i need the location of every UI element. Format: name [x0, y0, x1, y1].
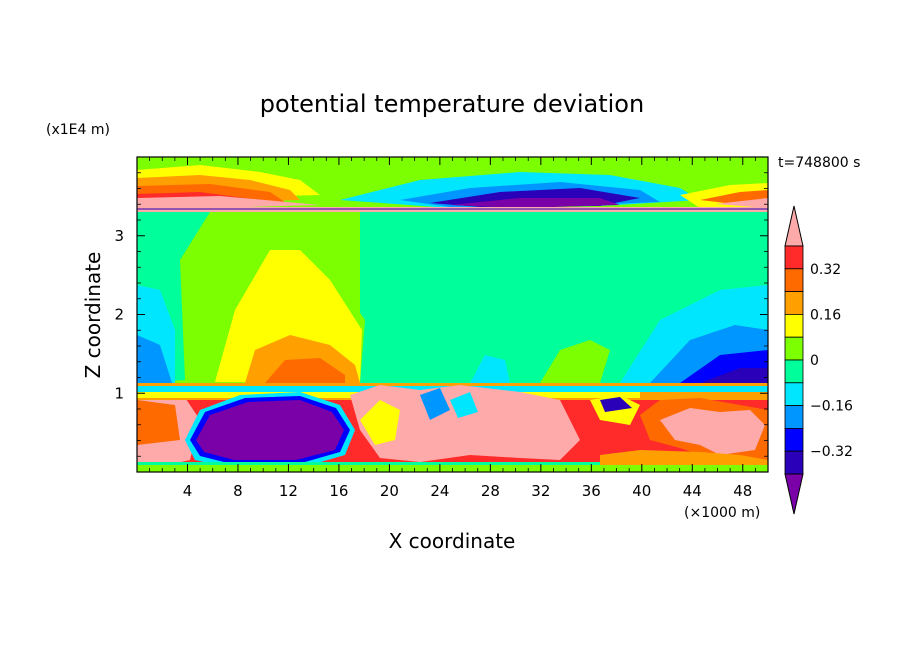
- x-tick-label: 28: [481, 482, 500, 500]
- colorbar-tick-label: −0.32: [810, 444, 853, 460]
- colorbar-band: [784, 382, 804, 406]
- chart-title: potential temperature deviation: [260, 90, 644, 118]
- colorbar-band: [784, 405, 804, 429]
- x-tick-label: 32: [531, 482, 550, 500]
- x-tick-label: 16: [329, 482, 348, 500]
- y-tick-label: 2: [114, 306, 124, 324]
- y-tick-label: 1: [114, 384, 124, 402]
- colorbar-band: [784, 313, 804, 338]
- y-tick-label: 3: [114, 227, 124, 245]
- x-tick-label: 24: [430, 482, 449, 500]
- time-label: t=748800 s: [778, 155, 860, 171]
- y-axis: 1 2 3: [114, 172, 768, 457]
- x-tick-label: 40: [632, 482, 651, 500]
- colorbar: 0.32 0.16 0 −0.16 −0.32: [784, 205, 853, 515]
- colorbar-band: [784, 336, 804, 361]
- x-axis: 4 8 12 16 20 24 28 32 36 40 44 48: [149, 157, 756, 500]
- colorbar-band: [784, 291, 804, 315]
- x-tick-label: 36: [582, 482, 601, 500]
- x-tick-label: 48: [733, 482, 752, 500]
- colorbar-tick-label: 0.32: [810, 262, 841, 278]
- colorbar-band: [784, 359, 804, 384]
- y-axis-title: Z coordinate: [81, 252, 105, 379]
- x-unit-label: (×1000 m): [684, 505, 760, 521]
- colorbar-tick-label: −0.16: [810, 399, 853, 415]
- contour-field: [137, 157, 768, 472]
- colorbar-band: [784, 245, 804, 270]
- colorbar-band: [784, 268, 804, 292]
- x-axis-title: X coordinate: [389, 529, 516, 553]
- colorbar-tick-label: 0.16: [810, 307, 841, 323]
- y-unit-label: (x1E4 m): [46, 122, 110, 138]
- colorbar-tick-label: 0: [810, 353, 819, 369]
- x-tick-label: 8: [233, 482, 243, 500]
- colorbar-band: [784, 450, 804, 475]
- colorbar-bottom-triangle: [784, 473, 804, 515]
- colorbar-band: [784, 427, 804, 452]
- x-tick-label: 12: [279, 482, 298, 500]
- x-tick-label: 44: [683, 482, 702, 500]
- colorbar-top-triangle: [784, 205, 804, 247]
- x-tick-label: 20: [380, 482, 399, 500]
- x-tick-label: 4: [183, 482, 193, 500]
